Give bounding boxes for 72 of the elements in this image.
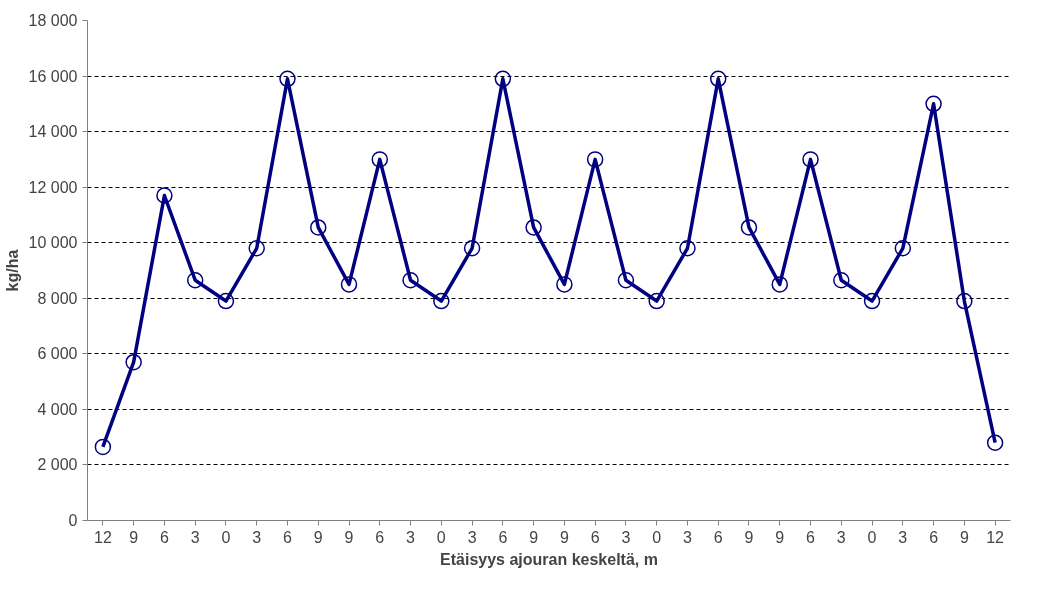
x-tick-label: 12: [93, 528, 112, 546]
y-tick-label: 2 000: [37, 456, 78, 474]
x-tick-label: 6: [713, 528, 723, 546]
x-tick-label: 9: [775, 528, 785, 546]
point: [740, 219, 758, 236]
x-tick-label: 3: [683, 528, 692, 546]
x-axis-title: Etäisyys ajouran keskeltä, m: [440, 550, 658, 568]
x-tick-label: 9: [313, 528, 323, 546]
point: [863, 292, 881, 310]
point: [617, 271, 635, 289]
x-tick-label: 0: [436, 528, 446, 546]
point: [402, 271, 419, 289]
point: [248, 240, 265, 257]
x-tick-label: 6: [929, 528, 939, 546]
x-tick-label: 6: [375, 528, 385, 546]
point: [94, 438, 112, 456]
point: [925, 95, 942, 113]
x-tick-label: 9: [529, 528, 539, 546]
x-tick-label: 0: [652, 528, 662, 546]
x-tick-label: 9: [129, 528, 139, 546]
y-tick-label: 0: [68, 512, 78, 529]
point: [156, 187, 173, 204]
x-tick-label: 3: [252, 528, 262, 546]
x-tick-label: 9: [744, 528, 754, 546]
point: [679, 240, 696, 257]
y-axis-title: kg/ha: [3, 249, 21, 292]
x-tick-label: 6: [283, 528, 293, 546]
x-tick-label: 6: [159, 528, 169, 546]
x-tick-label: 3: [467, 528, 477, 546]
point: [525, 219, 542, 236]
x-tick-label: 9: [344, 528, 354, 546]
x-tick-label: 3: [898, 528, 908, 546]
point: [894, 240, 912, 257]
point: [556, 276, 573, 293]
x-tick-label: 6: [498, 528, 508, 546]
point: [125, 353, 142, 371]
x-tick-label: 3: [836, 528, 846, 546]
point: [986, 434, 1004, 451]
point: [463, 240, 481, 257]
x-tick-label: 3: [406, 528, 416, 546]
x-tick-label: 9: [559, 528, 569, 546]
point: [771, 276, 788, 293]
point: [433, 292, 450, 310]
point: [340, 276, 358, 293]
point: [586, 151, 604, 168]
point: [833, 271, 850, 289]
point: [709, 70, 727, 88]
y-tick-label: 14 000: [28, 123, 78, 141]
point: [956, 292, 973, 310]
x-tick-label: 6: [590, 528, 600, 546]
x-tick-label: 6: [806, 528, 816, 546]
y-tick-label: 8 000: [37, 289, 78, 307]
y-tick-label: 12 000: [28, 178, 78, 196]
x-tick-label: 0: [867, 528, 877, 546]
point: [310, 219, 327, 236]
y-tick-label: 18 000: [28, 12, 78, 29]
y-tick-label: 6 000: [37, 345, 78, 363]
x-tick-label: 0: [221, 528, 231, 546]
y-tick-label: 16 000: [28, 67, 78, 85]
point: [494, 70, 512, 88]
y-tick-label: 10 000: [28, 234, 78, 252]
point: [217, 292, 235, 310]
x-tick-label: 3: [190, 528, 200, 546]
x-tick-label: 12: [986, 528, 1005, 546]
point: [802, 151, 819, 168]
point: [186, 271, 204, 289]
point: [371, 151, 389, 168]
point: [648, 292, 665, 310]
x-tick-label: 9: [959, 528, 969, 546]
point: [279, 70, 296, 88]
x-tick-label: 3: [621, 528, 631, 546]
y-tick-label: 4 000: [37, 400, 78, 418]
